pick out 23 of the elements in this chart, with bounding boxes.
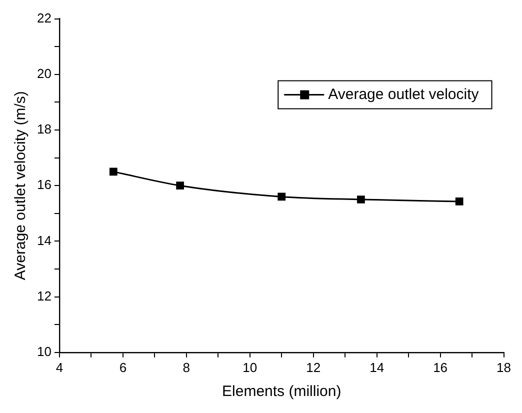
x-tick-label: 14 xyxy=(370,360,384,375)
y-tick-label: 20 xyxy=(36,66,52,81)
point xyxy=(357,196,365,204)
y-tick-label: 14 xyxy=(36,232,52,248)
y-tick-label: 18 xyxy=(36,122,52,137)
y-tick-label: 10 xyxy=(36,344,52,359)
point xyxy=(109,168,118,176)
y-tick-label: 22 xyxy=(36,10,52,26)
x-tick-label: 18 xyxy=(496,360,512,375)
x-tick-label: 6 xyxy=(119,360,127,375)
y-tick-label: 12 xyxy=(36,288,52,304)
x-tick-label: 16 xyxy=(433,360,448,375)
point xyxy=(278,192,286,201)
x-axis-title: Elements (million) xyxy=(222,383,342,400)
legend-label: Average outlet velocity xyxy=(328,86,480,103)
point xyxy=(455,198,464,206)
x-tick-label: 4 xyxy=(56,360,64,375)
x-tick-label: 10 xyxy=(242,360,258,375)
y-axis-title: Average outlet velocity (m/s) xyxy=(12,91,30,280)
point xyxy=(176,182,184,190)
y-tick-label: 16 xyxy=(36,177,52,192)
x-tick-label: 8 xyxy=(182,360,190,375)
x-tick-label: 12 xyxy=(306,360,321,375)
